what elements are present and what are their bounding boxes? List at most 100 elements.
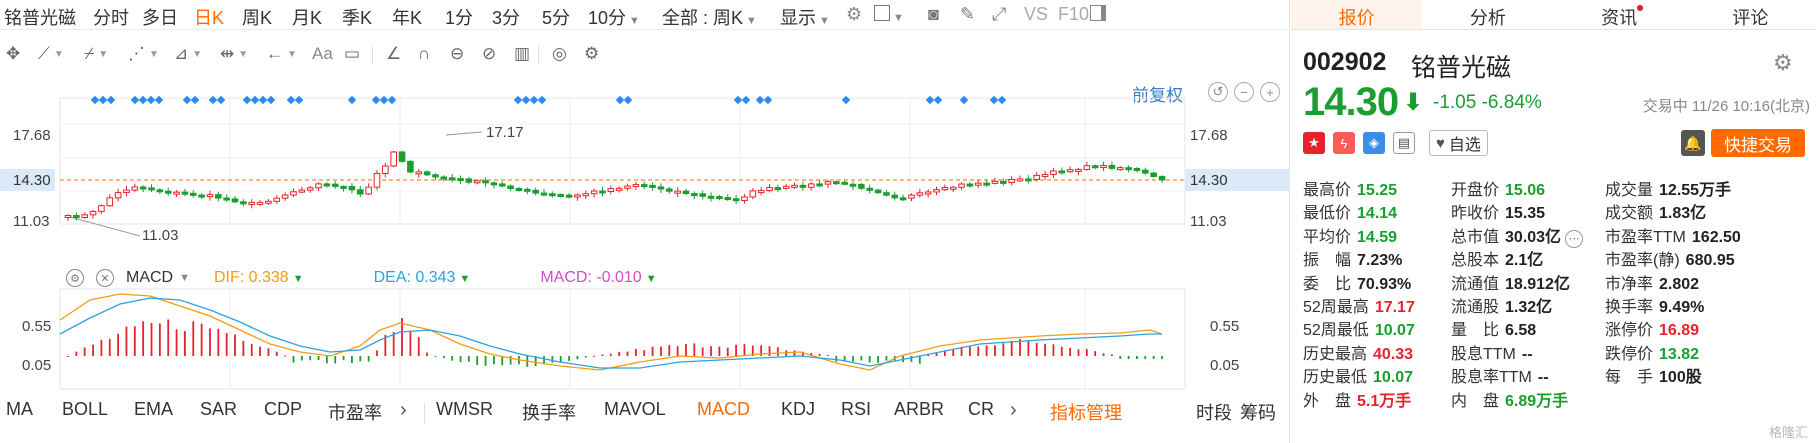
ma-signal-marker: [286, 95, 296, 105]
zoom-out-icon[interactable]: −: [1234, 82, 1254, 102]
zoom-in-icon[interactable]: +: [1260, 82, 1280, 102]
text-tool-icon[interactable]: Aa: [312, 44, 333, 63]
chevron-right-icon[interactable]: ›: [400, 399, 407, 421]
document-icon[interactable]: ▤: [1393, 132, 1415, 154]
tab-comments[interactable]: 评论: [1732, 8, 1769, 28]
macd-histogram-bar: [651, 346, 654, 356]
period-tab-10min[interactable]: 10分 ▼: [588, 4, 640, 30]
indicator-kdj[interactable]: KDJ: [781, 399, 816, 419]
candles: [64, 150, 1166, 221]
candle-body: [807, 183, 815, 188]
overlap-circles-icon[interactable]: ◎: [552, 44, 567, 63]
indicator-wmsr[interactable]: WMSR: [436, 399, 493, 419]
candle-body: [941, 186, 949, 191]
ma-signal-marker: [741, 95, 751, 105]
indicator-macd[interactable]: MACD: [697, 399, 750, 419]
ma-signal-marker: [387, 95, 397, 105]
hide-drawing-icon[interactable]: ⊘: [482, 44, 497, 63]
magnet-icon[interactable]: ∩: [418, 44, 431, 63]
indicator-ema[interactable]: EMA: [134, 399, 174, 419]
macd-close-icon[interactable]: ✕: [96, 269, 114, 287]
indicator-rsi[interactable]: RSI: [841, 399, 872, 419]
chevron-down-icon[interactable]: ▼: [179, 272, 190, 284]
tab-news[interactable]: 资讯: [1554, 0, 1685, 29]
tab-analysis[interactable]: 分析: [1469, 8, 1506, 28]
bell-icon[interactable]: 🔔: [1681, 130, 1705, 156]
tab-quote[interactable]: 报价: [1291, 0, 1423, 29]
quick-trade-button[interactable]: 快捷交易: [1711, 129, 1805, 157]
indicator-manage-button[interactable]: 指标管理: [1050, 403, 1122, 423]
candle-body: [816, 183, 823, 187]
candle-body: [791, 184, 798, 188]
adjust-mode-toggle[interactable]: 前复权: [1132, 86, 1183, 105]
gear-icon[interactable]: ⚙: [1773, 50, 1793, 75]
indicator-arbr[interactable]: ARBR: [894, 399, 945, 419]
angle-icon[interactable]: ∠: [386, 44, 402, 63]
candle-body: [1150, 172, 1157, 178]
china-flag-icon[interactable]: ★: [1303, 132, 1325, 154]
chevron-right-icon[interactable]: ›: [1010, 399, 1017, 421]
lightning-icon[interactable]: ϟ: [1333, 132, 1355, 154]
trash-icon[interactable]: ▥: [514, 44, 531, 63]
stat-label: 流通值: [1451, 275, 1500, 293]
macd-histogram-bar: [1161, 356, 1163, 359]
indicator-cdp[interactable]: CDP: [264, 399, 303, 419]
dif-line: [59, 293, 1163, 371]
arrow-tool-icon[interactable]: ← ▼: [266, 44, 297, 63]
macd-y-label-bottom-right: 0.05: [1210, 357, 1239, 374]
candle-body: [323, 183, 331, 187]
stat-cell: 总市值 30.03亿 ⋯: [1451, 223, 1584, 248]
move-crosshair-icon[interactable]: ✥: [6, 44, 21, 63]
range-select[interactable]: 全部 : 周K ▼: [662, 4, 757, 30]
kline-chart[interactable]: 17.68 17.68 14.30 14.30 11.03 11.03 17.1…: [0, 0, 1290, 443]
period-tab-monthly[interactable]: 月K: [292, 8, 323, 28]
period-tab-5min[interactable]: 5分: [542, 8, 571, 28]
more-info-icon[interactable]: ⋯: [1565, 229, 1584, 248]
macd-histogram-bar: [142, 321, 145, 356]
macd-settings-icon[interactable]: ⚙: [66, 269, 84, 287]
sidebar-toggle-icon[interactable]: [1090, 5, 1106, 26]
indicator-ma[interactable]: MA: [6, 399, 33, 419]
indicator-mavol[interactable]: MAVOL: [604, 399, 666, 419]
candle-body: [465, 178, 473, 183]
period-tab-daily[interactable]: 日K: [194, 8, 225, 28]
line-tool-icon[interactable]: ⟋ ▼: [38, 44, 64, 63]
f10-button[interactable]: F10: [1058, 4, 1090, 24]
indicator-sar[interactable]: SAR: [200, 399, 238, 419]
wave-tool-icon[interactable]: ⋰ ▼: [128, 44, 159, 63]
color-square-icon[interactable]: ▼: [874, 5, 904, 26]
price-tag-left-bg: [0, 169, 55, 191]
range-tool-icon[interactable]: ⇹ ▼: [220, 44, 249, 63]
reset-icon[interactable]: ↺: [1208, 82, 1228, 102]
channel-tool-icon[interactable]: ⌿ ▼: [84, 44, 109, 63]
vs-compare-button[interactable]: VS: [1024, 4, 1049, 24]
indicator-pe[interactable]: 市盈率: [328, 403, 382, 423]
stat-value: 2.802: [1659, 275, 1700, 293]
period-tab-1min[interactable]: 1分: [445, 8, 474, 28]
indicator-turnover[interactable]: 换手率: [522, 403, 576, 423]
settings-gear-icon[interactable]: ⚙: [846, 4, 863, 24]
indicator-cr[interactable]: CR: [968, 399, 994, 419]
indicator-select[interactable]: MACD: [126, 269, 174, 286]
pencil-icon[interactable]: ✎: [960, 4, 976, 24]
display-menu[interactable]: 显示 ▼: [780, 4, 830, 30]
fib-tool-icon[interactable]: ⊿ ▼: [174, 44, 203, 63]
timeframe-button[interactable]: 时段: [1196, 403, 1232, 423]
add-watchlist-button[interactable]: ♥ 自选: [1429, 130, 1488, 156]
period-tab-yearly[interactable]: 年K: [392, 8, 423, 28]
period-tab-multiday[interactable]: 多日: [142, 8, 178, 28]
period-tab-quarterly[interactable]: 季K: [342, 8, 373, 28]
display-menu-label: 显示: [780, 8, 816, 28]
indicator-boll[interactable]: BOLL: [62, 399, 109, 419]
fullscreen-icon[interactable]: ⤢: [992, 4, 1007, 24]
period-tab-intraday[interactable]: 分时: [93, 8, 129, 28]
chip-distribution-button[interactable]: 筹码: [1240, 403, 1276, 423]
lock-drawing-icon[interactable]: ⊖: [450, 44, 465, 63]
tag-icon[interactable]: ◈: [1363, 132, 1385, 154]
y-label-high-left: 17.68: [13, 127, 51, 144]
period-tab-3min[interactable]: 3分: [492, 8, 521, 28]
comment-icon[interactable]: ▭: [344, 44, 361, 63]
camera-icon[interactable]: ◙: [928, 4, 939, 24]
period-tab-weekly[interactable]: 周K: [242, 8, 273, 28]
draw-settings-icon[interactable]: ⚙: [584, 44, 600, 63]
